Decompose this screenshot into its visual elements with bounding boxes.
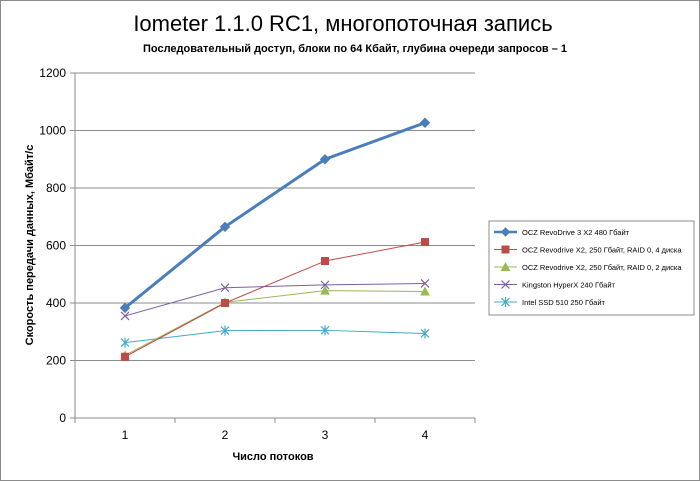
data-point	[319, 154, 331, 165]
x-tick-label: 3	[322, 428, 329, 442]
data-point	[421, 238, 429, 247]
series-line	[124, 282, 426, 317]
x-tick-label: 1	[122, 428, 129, 442]
series-line	[124, 329, 426, 344]
x-axis-title: Число потоков	[232, 451, 313, 463]
legend-label: Kingston HyperX 240 Гбайт	[522, 281, 616, 290]
data-point	[120, 337, 130, 348]
y-axis-title: Скорость передачи данных, Мбайт/с	[24, 145, 36, 346]
y-tick-label: 200	[46, 354, 66, 368]
legend-marker	[501, 297, 510, 307]
series-group	[120, 325, 430, 348]
chart-title: Iometer 1.1.0 RC1, многопоточная запись	[133, 11, 552, 36]
y-tick-label: 800	[46, 181, 66, 195]
series-group	[120, 279, 430, 321]
legend-item: Intel SSD 510 250 Гбайт	[494, 297, 606, 307]
x-tick-label: 4	[422, 428, 429, 442]
data-point	[119, 302, 131, 314]
data-point	[220, 283, 230, 293]
data-point	[219, 221, 231, 233]
legend-marker	[500, 261, 511, 271]
grid-layer	[75, 72, 475, 361]
series-group	[121, 238, 429, 361]
data-point	[420, 286, 430, 296]
data-point	[320, 280, 330, 290]
legend-label: OCZ Revodrive X2, 250 Гбайт, RAID 0, 4 д…	[522, 246, 682, 255]
data-point	[420, 279, 430, 288]
data-point	[420, 328, 430, 339]
series-group	[119, 117, 431, 314]
y-tick-label: 1000	[39, 124, 66, 138]
axis-layer: 0 200 400 600 800 1000 1200 1 2 3 4	[39, 66, 476, 442]
data-point	[220, 325, 230, 336]
legend-item: OCZ Revodrive X2, 250 Гбайт, RAID 0, 4 д…	[494, 245, 682, 255]
legend-items: OCZ RevoDrive 3 X2 480 Гбайт OCZ Revodriv…	[494, 227, 682, 307]
data-point	[321, 257, 329, 266]
data-point	[320, 325, 330, 336]
legend-label: Intel SSD 510 250 Гбайт	[522, 298, 606, 307]
legend-marker	[500, 227, 511, 237]
legend-item: Kingston HyperX 240 Гбайт	[494, 280, 616, 290]
y-tick-label: 400	[46, 296, 66, 310]
legend-box	[488, 220, 695, 316]
chart-subtitle: Последовательный доступ, блоки по 64 Кба…	[143, 43, 567, 55]
y-tick-label: 600	[46, 239, 66, 253]
legend-item: OCZ Revodrive X2, 250 Гбайт, RAID 0, 2 д…	[494, 261, 682, 272]
data-point	[120, 311, 130, 321]
series-group	[120, 285, 430, 360]
series-layer	[119, 117, 431, 361]
series-line	[124, 121, 426, 310]
legend-marker	[501, 280, 510, 289]
y-tick-label: 0	[59, 411, 66, 425]
x-tick-label: 2	[222, 428, 229, 442]
legend-item: OCZ RevoDrive 3 X2 480 Гбайт	[494, 227, 630, 237]
legend-label: OCZ Revodrive X2, 250 Гбайт, RAID 0, 2 д…	[522, 263, 682, 272]
legend: OCZ RevoDrive 3 X2 480 Гбайт OCZ Revodriv…	[488, 220, 695, 316]
series-line	[124, 241, 426, 358]
y-tick-label: 1200	[39, 66, 66, 80]
legend-label: OCZ RevoDrive 3 X2 480 Гбайт	[522, 228, 630, 237]
data-point	[419, 117, 431, 128]
series-line	[124, 290, 426, 356]
data-point	[320, 285, 330, 295]
data-point	[221, 299, 229, 307]
data-point	[121, 352, 129, 361]
legend-marker	[501, 245, 510, 254]
